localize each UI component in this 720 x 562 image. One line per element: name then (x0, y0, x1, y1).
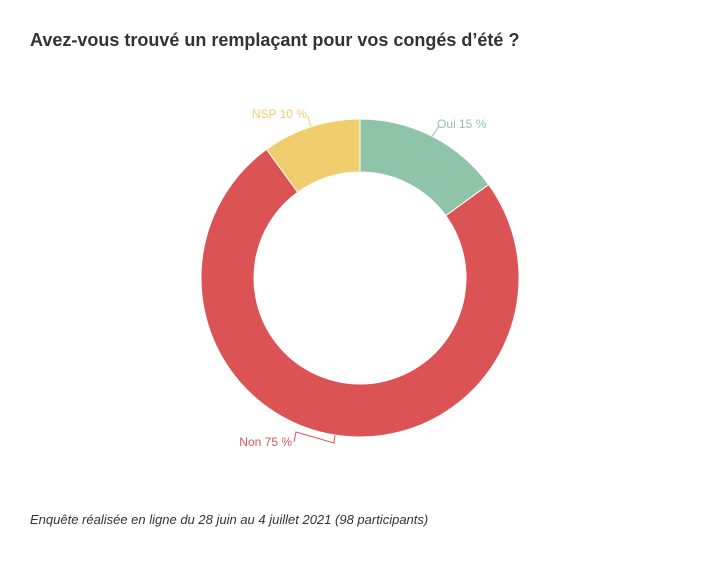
label-oui: Oui 15 % (437, 117, 487, 131)
label-nsp: NSP 10 % (252, 107, 307, 121)
footnote: Enquête réalisée en ligne du 28 juin au … (30, 512, 429, 527)
connector-oui (431, 125, 440, 137)
slices-group (200, 118, 520, 438)
connector-nsp (307, 115, 312, 127)
labels-group: Oui 15 % Non 75 % NSP 10 % (239, 107, 486, 449)
slice-nsp (265, 118, 361, 193)
connectors-group (293, 115, 440, 444)
connector-non (293, 431, 336, 444)
slice-non (200, 148, 520, 438)
label-non: Non 75 % (239, 435, 292, 449)
chart-title: Avez-vous trouvé un remplaçant pour vos … (30, 30, 520, 50)
